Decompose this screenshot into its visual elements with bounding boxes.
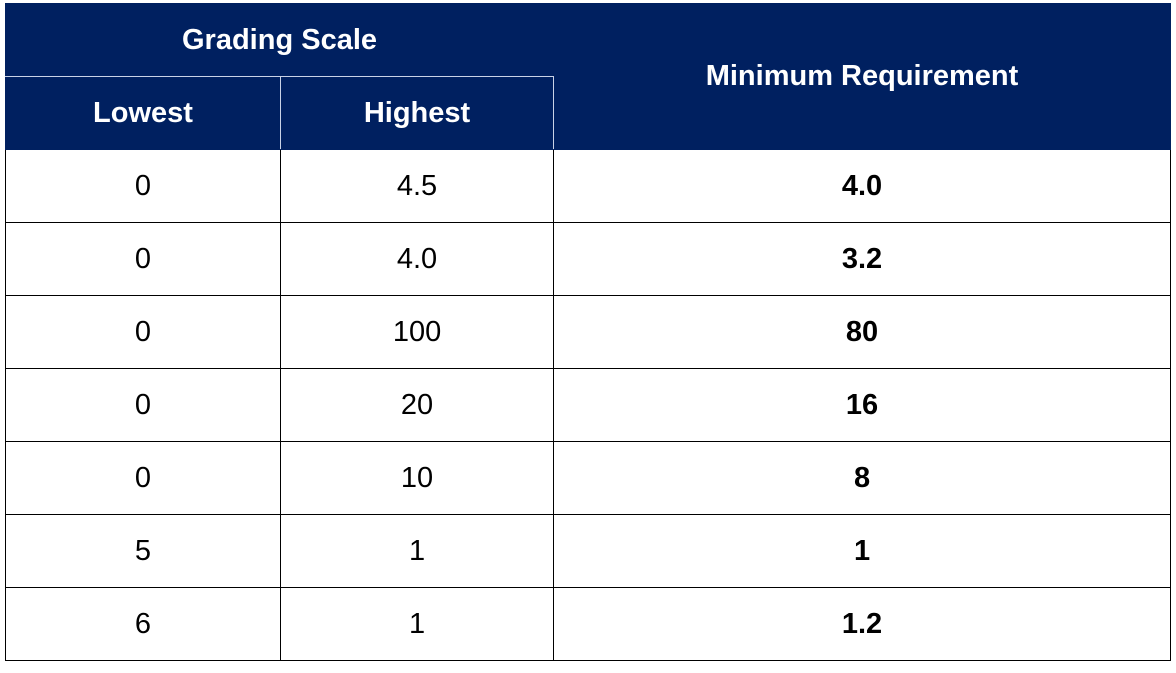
lowest-cell: 0	[5, 222, 281, 296]
highest-cell: 10	[279, 441, 555, 515]
highest-cell: 1	[279, 587, 555, 661]
requirement-cell: 1	[553, 514, 1172, 588]
lowest-cell: 5	[5, 514, 281, 588]
highest-cell: 20	[279, 368, 555, 442]
table-row: 0 4.5 4.0	[5, 149, 1172, 223]
table-row: 0 10 8	[5, 441, 1172, 515]
lowest-cell: 0	[5, 441, 281, 515]
highest-cell: 4.5	[279, 149, 555, 223]
table-header: Grading Scale Minimum Requirement Lowest…	[4, 3, 1172, 150]
highest-cell: 4.0	[279, 222, 555, 296]
table-row: 0 100 80	[5, 295, 1172, 369]
header-row: Lowest Highest	[5, 76, 1171, 150]
table-row: 0 4.0 3.2	[5, 222, 1172, 296]
requirement-cell: 16	[553, 368, 1172, 442]
requirement-cell: 1.2	[553, 587, 1172, 661]
highest-cell: 1	[279, 514, 555, 588]
requirement-header: Minimum Requirement	[553, 3, 1172, 150]
table-row: 0 20 16	[5, 368, 1172, 442]
table-row: 6 1 1.2	[5, 587, 1172, 661]
header-row: Grading Scale Minimum Requirement	[4, 3, 1172, 150]
lowest-cell: 0	[5, 295, 281, 369]
requirement-cell: 3.2	[553, 222, 1172, 296]
highest-cell: 100	[279, 295, 555, 369]
group-header: Grading Scale	[4, 3, 555, 77]
requirement-cell: 4.0	[553, 149, 1172, 223]
lowest-cell: 6	[5, 587, 281, 661]
lowest-header: Lowest	[5, 76, 281, 150]
lowest-cell: 0	[5, 368, 281, 442]
requirement-cell: 8	[553, 441, 1172, 515]
grading-table: Grading Scale Minimum Requirement Lowest…	[4, 3, 1172, 661]
table-body: 0 4.5 4.0 0 4.0 3.2 0 100 80 0 20 16 0 10 8 5 1 1 6 1 1.2	[5, 149, 1172, 661]
highest-header: Highest	[279, 76, 555, 150]
lowest-cell: 0	[5, 149, 281, 223]
requirement-cell: 80	[553, 295, 1172, 369]
